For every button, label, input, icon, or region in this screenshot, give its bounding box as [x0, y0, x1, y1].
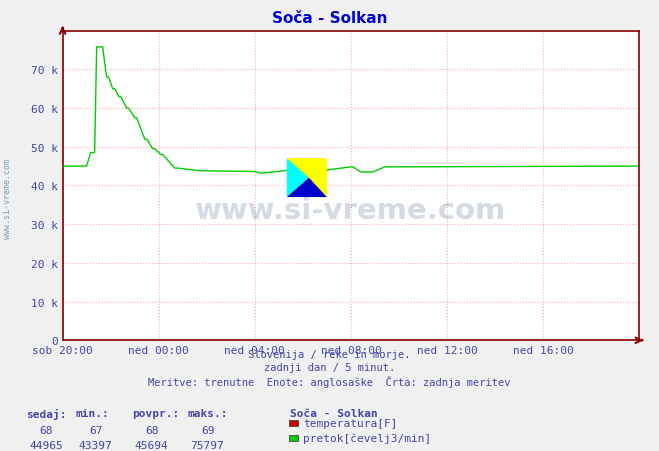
Text: 45694: 45694 — [134, 440, 169, 450]
Text: Soča - Solkan: Soča - Solkan — [290, 408, 378, 418]
Text: Meritve: trenutne  Enote: anglosaške  Črta: zadnja meritev: Meritve: trenutne Enote: anglosaške Črta… — [148, 375, 511, 387]
Text: temperatura[F]: temperatura[F] — [303, 418, 397, 428]
Text: 75797: 75797 — [190, 440, 225, 450]
Text: www.si-vreme.com: www.si-vreme.com — [3, 159, 13, 238]
Text: www.si-vreme.com: www.si-vreme.com — [195, 197, 507, 225]
Text: 68: 68 — [145, 425, 158, 435]
Text: zadnji dan / 5 minut.: zadnji dan / 5 minut. — [264, 362, 395, 372]
Text: maks.:: maks.: — [188, 408, 228, 418]
Text: Slovenija / reke in morje.: Slovenija / reke in morje. — [248, 350, 411, 359]
Polygon shape — [287, 178, 327, 198]
Text: pretok[čevelj3/min]: pretok[čevelj3/min] — [303, 433, 432, 443]
Text: min.:: min.: — [76, 408, 109, 418]
Text: sedaj:: sedaj: — [26, 408, 67, 419]
Text: 67: 67 — [89, 425, 102, 435]
Text: Soča - Solkan: Soča - Solkan — [272, 11, 387, 26]
Text: 68: 68 — [40, 425, 53, 435]
Bar — [287, 159, 327, 198]
Text: 69: 69 — [201, 425, 214, 435]
Text: 43397: 43397 — [78, 440, 113, 450]
Polygon shape — [287, 159, 309, 198]
Text: 44965: 44965 — [29, 440, 63, 450]
Text: povpr.:: povpr.: — [132, 408, 179, 418]
